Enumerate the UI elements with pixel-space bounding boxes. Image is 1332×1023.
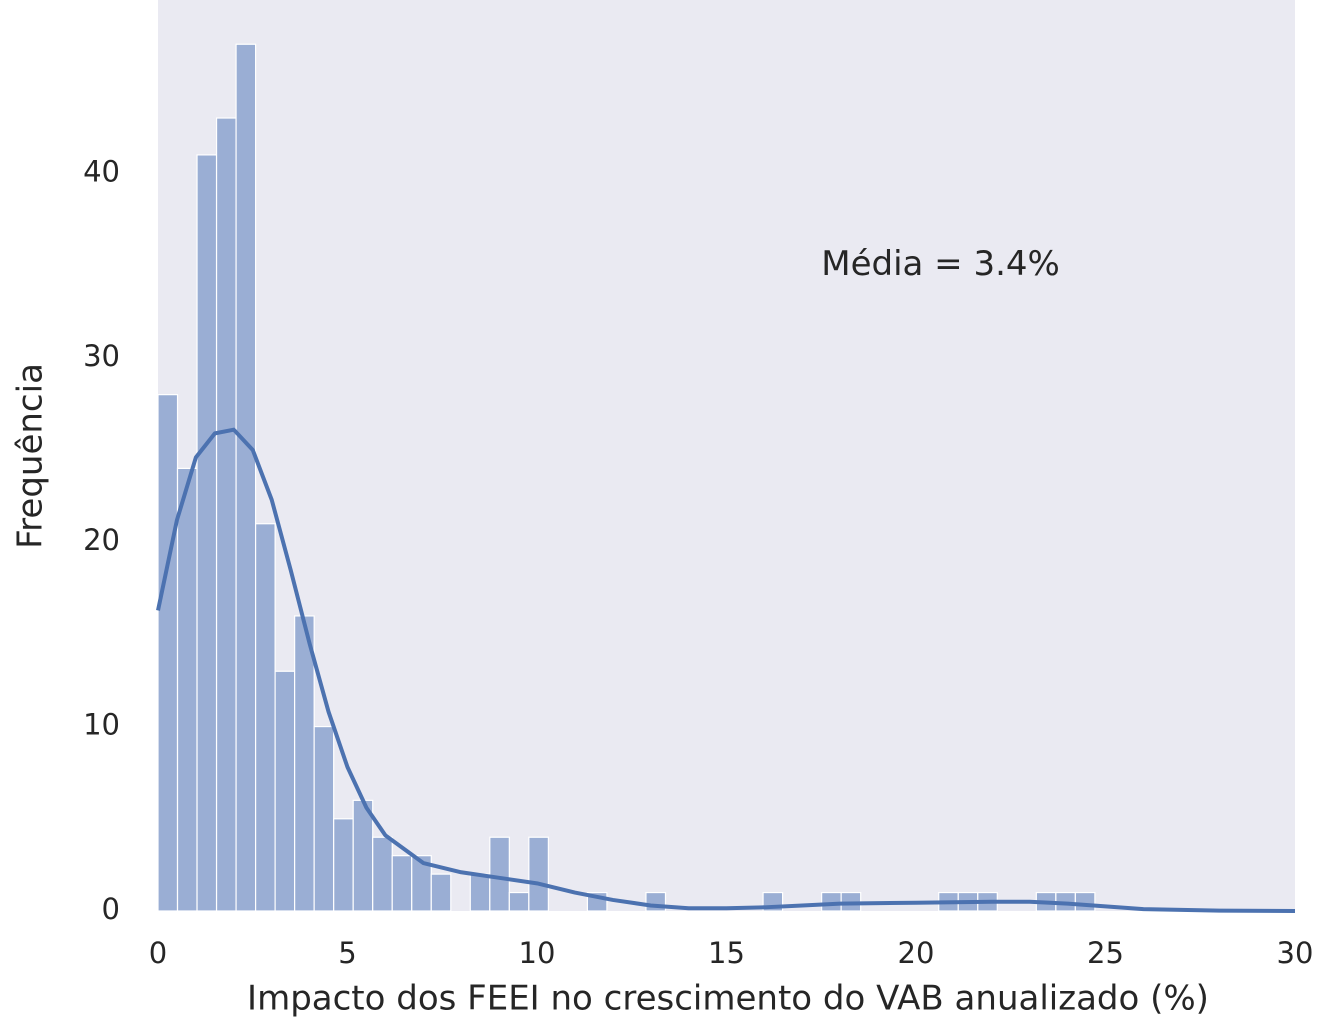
bar — [391, 855, 413, 912]
bar — [508, 891, 530, 912]
x-tick-label: 15 — [708, 936, 745, 970]
y-axis-label: Frequência — [11, 363, 51, 549]
x-tick-label: 25 — [1087, 936, 1124, 970]
y-tick-label: 30 — [83, 339, 120, 373]
bar — [254, 523, 276, 912]
bar — [196, 154, 218, 912]
x-tick-label: 20 — [898, 936, 935, 970]
bar — [489, 836, 510, 912]
bar — [235, 43, 257, 912]
bar — [372, 836, 393, 912]
bar — [157, 394, 179, 912]
bar — [352, 799, 374, 912]
x-tick-label: 0 — [149, 936, 167, 970]
bar — [1074, 891, 1096, 912]
x-tick-label: 30 — [1277, 936, 1314, 970]
x-tick-label: 5 — [338, 936, 356, 970]
y-tick-label: 0 — [102, 892, 120, 926]
bar — [176, 467, 198, 912]
bar — [333, 818, 354, 912]
y-tick-label: 20 — [83, 523, 120, 557]
bar — [294, 615, 315, 912]
bar — [274, 670, 296, 912]
bar — [469, 873, 491, 912]
bar — [528, 836, 549, 912]
kde-line — [156, 427, 1296, 913]
x-tick-label: 10 — [519, 936, 556, 970]
annotation: Média = 3.4% — [821, 244, 1060, 284]
y-tick-label: 40 — [83, 154, 120, 188]
bar — [313, 725, 335, 912]
y-tick-label: 10 — [83, 708, 120, 742]
bar — [430, 873, 452, 912]
x-axis-label: Impacto dos FEEI no crescimento do VAB a… — [247, 979, 1209, 1019]
bar — [215, 117, 237, 912]
plot-background — [158, 0, 1295, 911]
